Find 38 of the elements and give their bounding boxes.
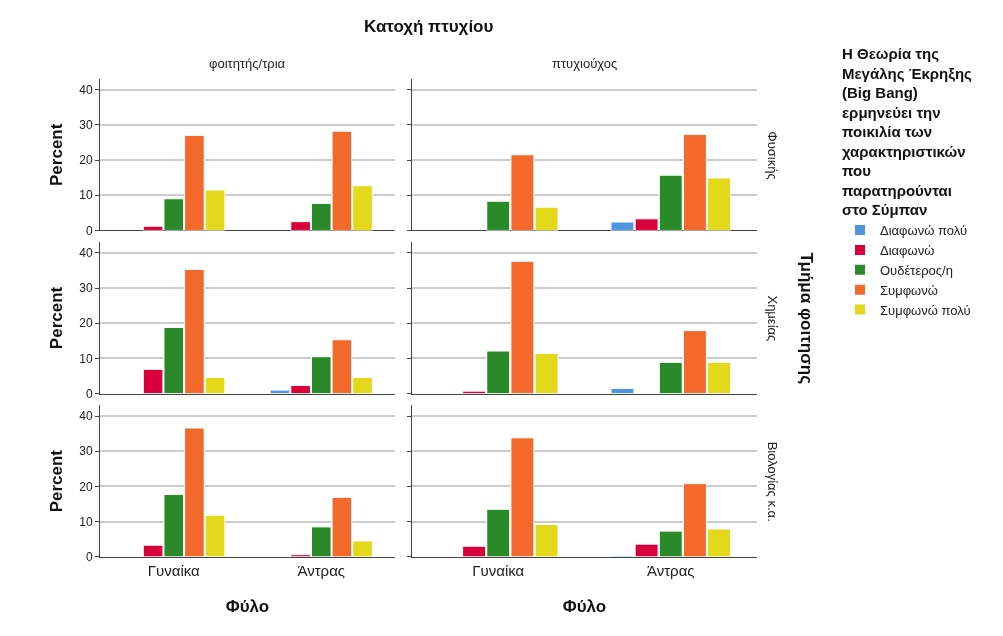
y2-axis-title: Βιολογίας κ.α.	[764, 441, 780, 522]
text: Τμήμα φοιτησης	[797, 252, 817, 385]
y2-axis-title: Χημείας	[765, 295, 781, 342]
y-tick-label: 20	[79, 153, 93, 168]
x-tick-label: Άντρας	[297, 561, 346, 579]
y-tick-label: 10	[79, 188, 93, 203]
legend-label: Συμφωνώ	[880, 282, 938, 298]
text: Κατοχή πτυχίου	[364, 17, 494, 36]
y-tick-label: 30	[79, 444, 93, 459]
y-tick-label: 10	[79, 514, 93, 529]
x-tick-label: Γυναίκα	[147, 561, 201, 579]
bar	[610, 387, 635, 394]
y2-axis-title: Φυσικής	[765, 131, 781, 180]
y-tick-label: 30	[79, 281, 93, 296]
y-tick-label: 0	[85, 550, 93, 565]
chart-title: φοιτητής/τρια	[209, 56, 286, 71]
y-tick-label: 20	[79, 316, 93, 331]
legend-label: Ουδέτερος/η	[880, 262, 953, 278]
text: Η Θεωρία της Μεγάλης Έκρηξης (Big Bang) ερμηνεύει την ποικιλία των χαρακτηριστικών που παρατηρούνται στο Σύμπαν	[842, 45, 972, 219]
x-tick-label: Άντρας	[646, 561, 695, 579]
y-tick-label: 40	[79, 409, 93, 424]
y-tick-label: 30	[79, 118, 93, 133]
y-tick-label: 40	[79, 82, 93, 97]
y-axis-title: Percent	[46, 123, 66, 186]
legend-label: Διαφωνώ	[880, 242, 935, 258]
y-tick-label: 0	[85, 386, 93, 401]
legend-label: Συμφωνώ πολύ	[880, 302, 971, 318]
legend-label: Διαφωνώ πολύ	[880, 223, 967, 239]
x-axis-title: Φύλο	[225, 597, 270, 617]
y-tick-label: 20	[79, 479, 93, 494]
y-tick-label: 0	[85, 223, 93, 238]
x-axis-title: Φύλο	[562, 597, 607, 617]
chart-title: πτυχιούχος	[552, 56, 618, 71]
y-axis-title: Percent	[46, 449, 66, 513]
y-tick-label: 10	[79, 351, 93, 366]
y-tick-label: 40	[79, 246, 93, 261]
x-tick-label: Γυναίκα	[472, 561, 525, 579]
y-axis-title: Percent	[46, 286, 66, 350]
